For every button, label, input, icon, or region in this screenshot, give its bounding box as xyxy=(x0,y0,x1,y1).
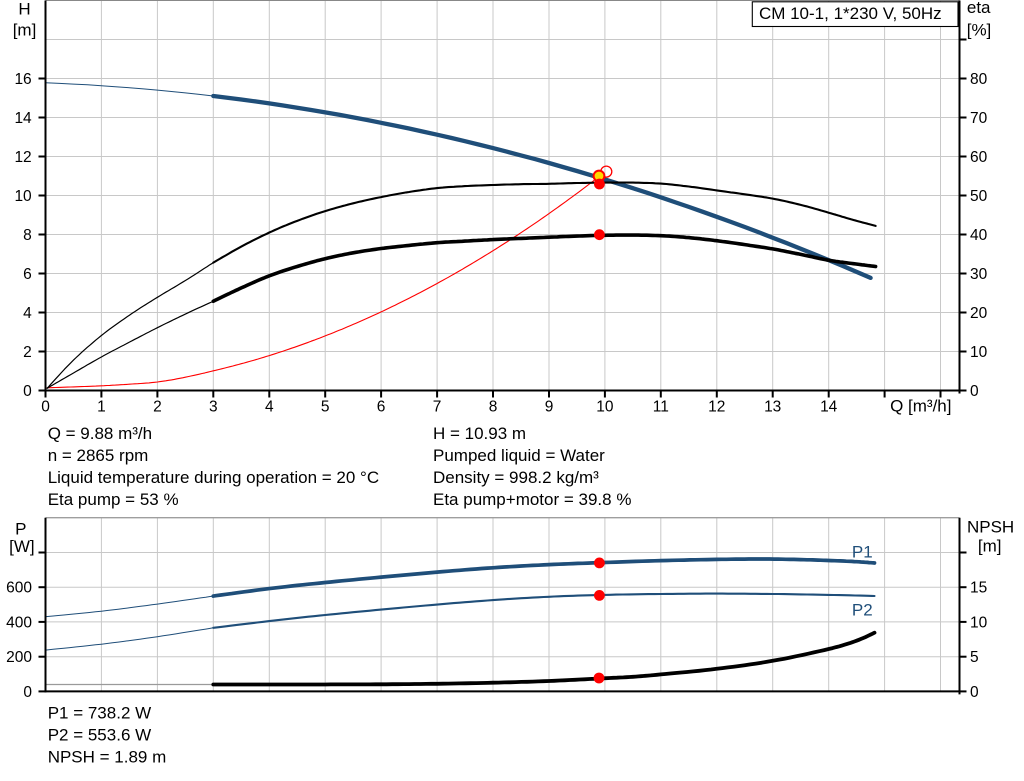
svg-text:Liquid temperature during oper: Liquid temperature during operation = 20… xyxy=(48,468,379,487)
svg-text:P2: P2 xyxy=(852,600,873,619)
svg-text:6: 6 xyxy=(23,266,32,283)
svg-text:[%]: [%] xyxy=(967,20,992,39)
svg-text:400: 400 xyxy=(6,614,32,631)
svg-text:0: 0 xyxy=(23,383,32,400)
svg-text:0: 0 xyxy=(41,399,50,416)
svg-text:[m]: [m] xyxy=(13,20,37,39)
svg-text:NPSH: NPSH xyxy=(967,518,1014,537)
svg-text:H = 10.93 m: H = 10.93 m xyxy=(433,424,526,443)
svg-text:4: 4 xyxy=(265,399,274,416)
svg-text:40: 40 xyxy=(970,227,988,244)
svg-text:70: 70 xyxy=(970,110,988,127)
svg-text:4: 4 xyxy=(23,305,32,322)
svg-text:5: 5 xyxy=(321,399,330,416)
svg-text:6: 6 xyxy=(377,399,386,416)
svg-text:5: 5 xyxy=(970,649,979,666)
svg-text:[W]: [W] xyxy=(9,537,35,556)
svg-text:2: 2 xyxy=(153,399,162,416)
svg-text:Eta pump = 53 %: Eta pump = 53 % xyxy=(48,490,179,509)
svg-text:60: 60 xyxy=(970,149,988,166)
svg-text:11: 11 xyxy=(653,399,669,416)
svg-text:8: 8 xyxy=(489,399,498,416)
svg-text:CM 10-1, 1*230 V, 50Hz: CM 10-1, 1*230 V, 50Hz xyxy=(759,4,942,23)
svg-text:0: 0 xyxy=(23,684,32,701)
svg-text:H: H xyxy=(18,0,30,18)
svg-text:20: 20 xyxy=(970,305,988,322)
svg-text:80: 80 xyxy=(970,71,988,88)
svg-text:1: 1 xyxy=(97,399,106,416)
svg-text:P1: P1 xyxy=(852,543,873,562)
svg-text:600: 600 xyxy=(6,580,32,597)
svg-text:Q = 9.88 m³/h: Q = 9.88 m³/h xyxy=(48,424,152,443)
svg-text:3: 3 xyxy=(209,399,218,416)
svg-text:P1 = 738.2 W: P1 = 738.2 W xyxy=(48,703,151,722)
svg-text:NPSH = 1.89 m: NPSH = 1.89 m xyxy=(48,748,167,767)
svg-text:9: 9 xyxy=(545,399,554,416)
svg-text:10: 10 xyxy=(970,614,988,631)
svg-text:Pumped liquid = Water: Pumped liquid = Water xyxy=(433,446,605,465)
svg-text:Eta pump+motor = 39.8 %: Eta pump+motor = 39.8 % xyxy=(433,490,631,509)
svg-text:10: 10 xyxy=(970,344,988,361)
svg-text:P: P xyxy=(15,519,26,538)
svg-text:200: 200 xyxy=(6,649,32,666)
svg-text:0: 0 xyxy=(970,383,979,400)
svg-text:P2 = 553.6 W: P2 = 553.6 W xyxy=(48,725,151,744)
svg-text:12: 12 xyxy=(14,149,31,166)
svg-text:14: 14 xyxy=(820,399,838,416)
svg-text:2: 2 xyxy=(23,344,32,361)
svg-text:10: 10 xyxy=(14,188,32,205)
svg-text:30: 30 xyxy=(970,266,988,283)
svg-text:8: 8 xyxy=(23,227,32,244)
svg-text:0: 0 xyxy=(970,684,979,701)
svg-text:16: 16 xyxy=(14,71,31,88)
svg-text:10: 10 xyxy=(596,399,614,416)
svg-text:7: 7 xyxy=(433,399,442,416)
svg-text:12: 12 xyxy=(708,399,725,416)
svg-text:Q [m³/h]: Q [m³/h] xyxy=(890,397,951,416)
svg-text:50: 50 xyxy=(970,188,988,205)
svg-text:eta: eta xyxy=(967,0,991,17)
svg-text:n = 2865 rpm: n = 2865 rpm xyxy=(48,446,149,465)
svg-text:[m]: [m] xyxy=(978,537,1002,556)
svg-text:13: 13 xyxy=(764,399,781,416)
svg-text:14: 14 xyxy=(14,110,32,127)
svg-text:Density = 998.2 kg/m³: Density = 998.2 kg/m³ xyxy=(433,468,599,487)
svg-text:15: 15 xyxy=(970,580,987,597)
